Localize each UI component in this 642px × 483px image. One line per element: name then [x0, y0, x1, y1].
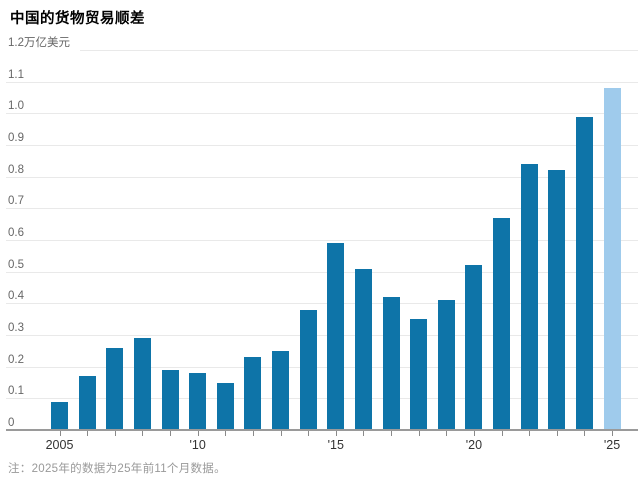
x-axis-tick-2025: [612, 431, 613, 436]
x-axis-tick-2005: [59, 431, 61, 436]
bar-2013[interactable]: [272, 350, 289, 430]
x-axis-tick-2023: [556, 431, 558, 436]
x-axis-tick-2017: [391, 431, 392, 436]
gridline-0.3: [6, 335, 638, 336]
x-axis-tick-2013: [280, 431, 282, 436]
x-axis-tick-2011: [225, 431, 227, 436]
y-axis-label-0: 0: [8, 417, 15, 429]
bar-2016[interactable]: [354, 268, 372, 430]
bar-2012[interactable]: [244, 357, 262, 430]
gridline-0.7: [6, 208, 638, 210]
bar-2005[interactable]: [51, 401, 68, 430]
gridline-0.1: [6, 398, 638, 400]
x-axis-line: [6, 429, 638, 431]
y-axis-label-1.0: 1.0: [8, 100, 24, 113]
x-axis-tick-2012: [252, 431, 254, 436]
x-axis-tick-2019: [446, 431, 448, 436]
gridline-1.1: [6, 81, 638, 83]
bar-2008[interactable]: [133, 338, 151, 430]
y-axis-label-0.7: 0.7: [8, 195, 24, 208]
gridline-0.5: [6, 271, 638, 273]
y-axis-label-0.9: 0.9: [8, 132, 24, 144]
x-axis-tick-2015: [335, 431, 337, 436]
x-axis-tick-2018: [418, 431, 420, 436]
y-axis-label-0.6: 0.6: [8, 227, 24, 239]
bar-2011[interactable]: [216, 382, 234, 430]
x-axis-tick-2009: [170, 431, 171, 436]
gridline-1.2: [80, 50, 638, 51]
gridline-0.6: [6, 240, 638, 241]
bar-2022[interactable]: [520, 164, 538, 430]
bar-2023[interactable]: [548, 170, 566, 430]
gridline-0.8: [6, 176, 638, 178]
bar-2007[interactable]: [106, 347, 124, 430]
x-axis-tick-2007: [114, 431, 116, 436]
bar-2019[interactable]: [437, 300, 455, 430]
gridline-0.2: [6, 366, 638, 368]
y-axis-label-0.2: 0.2: [8, 353, 24, 366]
x-axis-tick-2010: [197, 431, 199, 436]
x-axis-label-2005: 2005: [45, 438, 74, 452]
y-axis-label-1.1: 1.1: [8, 68, 24, 81]
y-axis-label-0.5: 0.5: [8, 258, 24, 271]
bar-2021[interactable]: [493, 217, 510, 430]
gridline-0.9: [6, 145, 638, 146]
x-axis-tick-2024: [584, 431, 586, 436]
x-axis-label-2020: '20: [465, 438, 483, 452]
x-axis-tick-2008: [142, 431, 144, 436]
y-axis-label-0.3: 0.3: [8, 322, 24, 334]
x-axis-tick-2022: [529, 431, 531, 436]
x-axis-tick-2006: [87, 431, 89, 436]
bar-2017[interactable]: [382, 297, 400, 430]
x-axis-label-2010: '10: [189, 438, 206, 452]
chart-footnote: 注：2025年的数据为25年前11个月数据。: [8, 463, 226, 475]
x-axis-tick-2016: [363, 431, 365, 436]
bar-2015[interactable]: [327, 243, 345, 430]
bar-2018[interactable]: [410, 319, 428, 430]
x-axis-label-2015: '15: [327, 438, 344, 452]
x-axis-tick-2021: [501, 431, 503, 436]
x-axis-tick-2020: [473, 431, 475, 436]
y-axis-label-0.1: 0.1: [8, 385, 24, 398]
bar-2010[interactable]: [189, 373, 207, 430]
gridline-1.0: [6, 113, 638, 115]
gridline-0.4: [6, 303, 638, 305]
bar-2020[interactable]: [465, 265, 483, 430]
bar-2025[interactable]: [603, 88, 621, 430]
y-axis-label-1.2万亿美元: 1.2万亿美元: [8, 37, 70, 49]
y-axis-label-0.4: 0.4: [8, 290, 24, 303]
y-axis-label-0.8: 0.8: [8, 163, 24, 176]
bar-2006[interactable]: [78, 376, 96, 430]
bar-2014[interactable]: [299, 309, 317, 430]
x-axis-tick-2014: [308, 431, 310, 436]
bar-2009[interactable]: [161, 369, 179, 430]
bar-2024[interactable]: [575, 116, 593, 430]
chart-title: 中国的货物贸易顺差: [10, 11, 145, 27]
x-axis-label-2025: '25: [603, 438, 621, 452]
